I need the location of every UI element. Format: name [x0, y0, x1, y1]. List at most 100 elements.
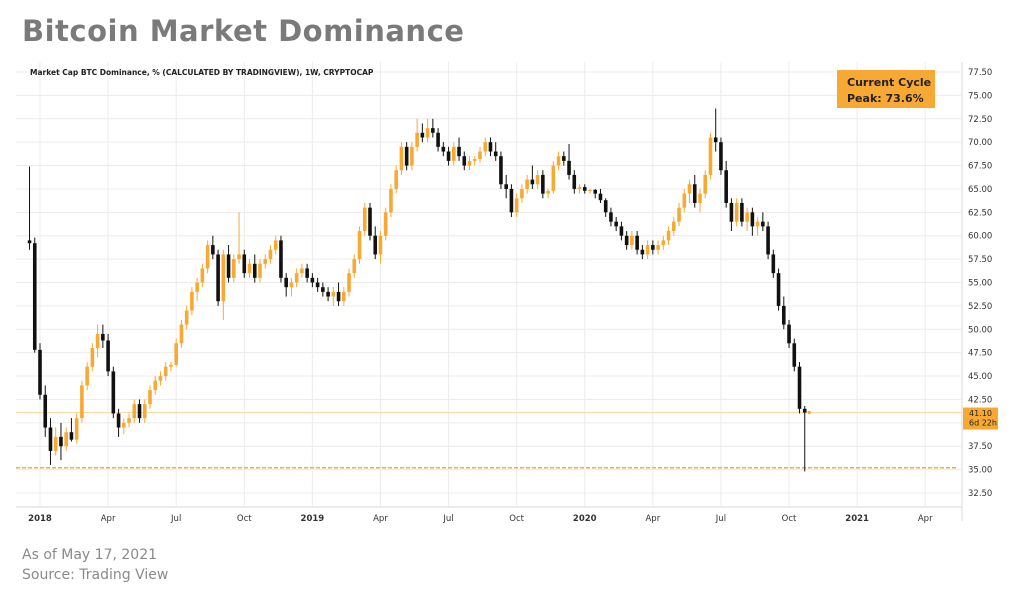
candle-down — [116, 408, 121, 437]
y-tick-label: 55.00 — [968, 279, 992, 289]
candle-down — [567, 144, 571, 180]
candle-up — [514, 193, 519, 218]
candle-body — [284, 277, 288, 288]
candle-down — [420, 123, 425, 143]
candle-body — [588, 189, 592, 191]
candle-body — [137, 404, 142, 419]
candle-up — [472, 156, 477, 166]
candle-up — [556, 151, 561, 171]
candle-up — [127, 413, 131, 428]
candle-body — [677, 207, 681, 222]
source-text: Source: Trading View — [22, 567, 169, 583]
candle-body — [331, 291, 336, 297]
x-tick-label: 2021 — [845, 514, 869, 524]
candle-down — [111, 366, 116, 419]
candle-down — [69, 418, 74, 442]
candle-down — [750, 207, 755, 236]
x-tick-label: Jul — [170, 514, 181, 524]
candle-body — [169, 364, 173, 367]
candle-up — [698, 188, 702, 213]
candle-down — [310, 273, 315, 288]
candle-body — [771, 254, 776, 274]
candle-down — [315, 277, 320, 292]
candle-body — [462, 156, 467, 166]
candle-body — [352, 259, 357, 274]
candle-up — [378, 231, 383, 264]
candle-down — [441, 142, 446, 157]
candle-up — [205, 240, 210, 274]
candle-body — [205, 245, 210, 269]
candle-body — [326, 291, 330, 297]
candle-up — [425, 118, 430, 143]
candle-body — [263, 259, 268, 264]
candle-down — [724, 160, 728, 208]
candle-up — [90, 343, 95, 372]
candle-down — [499, 151, 503, 189]
candle-up — [352, 254, 357, 278]
candle-body — [708, 137, 713, 175]
candle-body — [603, 200, 608, 213]
candle-body — [541, 174, 545, 194]
candle-body — [472, 159, 477, 161]
candle-body — [252, 263, 257, 278]
candle-down — [582, 184, 587, 194]
candle-body — [572, 174, 577, 189]
x-tick-label: Jul — [715, 514, 726, 524]
candle-body — [38, 349, 42, 395]
candle-body — [729, 202, 734, 222]
candle-down — [781, 296, 786, 330]
candle-up — [399, 142, 404, 175]
candle-down — [137, 399, 142, 423]
candle-body — [279, 240, 283, 278]
candle-up — [661, 235, 666, 250]
candle-down — [572, 170, 577, 194]
candle-down — [321, 282, 325, 297]
candle-up — [85, 362, 89, 391]
candle-down — [740, 198, 744, 227]
candle-body — [624, 235, 629, 246]
candle-up — [268, 245, 273, 264]
candle-body — [630, 235, 634, 246]
candle-up — [588, 188, 592, 194]
candle-down — [609, 207, 613, 227]
candle-body — [719, 142, 723, 171]
candle-down — [431, 118, 435, 138]
candle-up — [630, 231, 634, 250]
candle-up — [467, 156, 472, 171]
candle-body — [289, 282, 294, 288]
candle-down — [488, 137, 493, 157]
candle-body — [362, 207, 367, 232]
candle-down — [792, 338, 797, 372]
candle-up — [200, 263, 205, 288]
candle-body — [457, 146, 461, 157]
y-tick-label: 50.00 — [968, 325, 992, 335]
candle-body — [80, 385, 84, 419]
candle-up — [342, 287, 346, 306]
y-tick-label: 70.00 — [968, 138, 992, 148]
candle-up — [389, 184, 393, 218]
candle-body — [525, 179, 529, 189]
candle-down — [101, 324, 105, 348]
candle-body — [682, 193, 687, 208]
candle-body — [148, 390, 152, 405]
candle-down — [242, 249, 247, 278]
candle-up — [394, 165, 398, 194]
candle-up — [122, 418, 126, 435]
candle-down — [598, 188, 603, 203]
candle-body — [373, 235, 378, 255]
candle-down — [279, 235, 283, 283]
candle-body — [174, 343, 178, 365]
candle-body — [724, 170, 728, 203]
candle-up — [300, 263, 304, 278]
candles — [27, 108, 807, 472]
x-tick-label: Oct — [509, 514, 524, 524]
candle-body — [478, 151, 482, 160]
candle-body — [127, 418, 131, 423]
candle-up — [74, 413, 79, 444]
candle-down — [48, 418, 53, 465]
candle-body — [195, 282, 199, 292]
x-axis: 2018 Apr Jul Oct 2019 Apr Jul Oct 2020 Apr Jul Oct 2… — [28, 514, 933, 524]
candle-down — [368, 202, 372, 241]
candle-body — [577, 187, 582, 189]
candle-body — [530, 179, 535, 185]
